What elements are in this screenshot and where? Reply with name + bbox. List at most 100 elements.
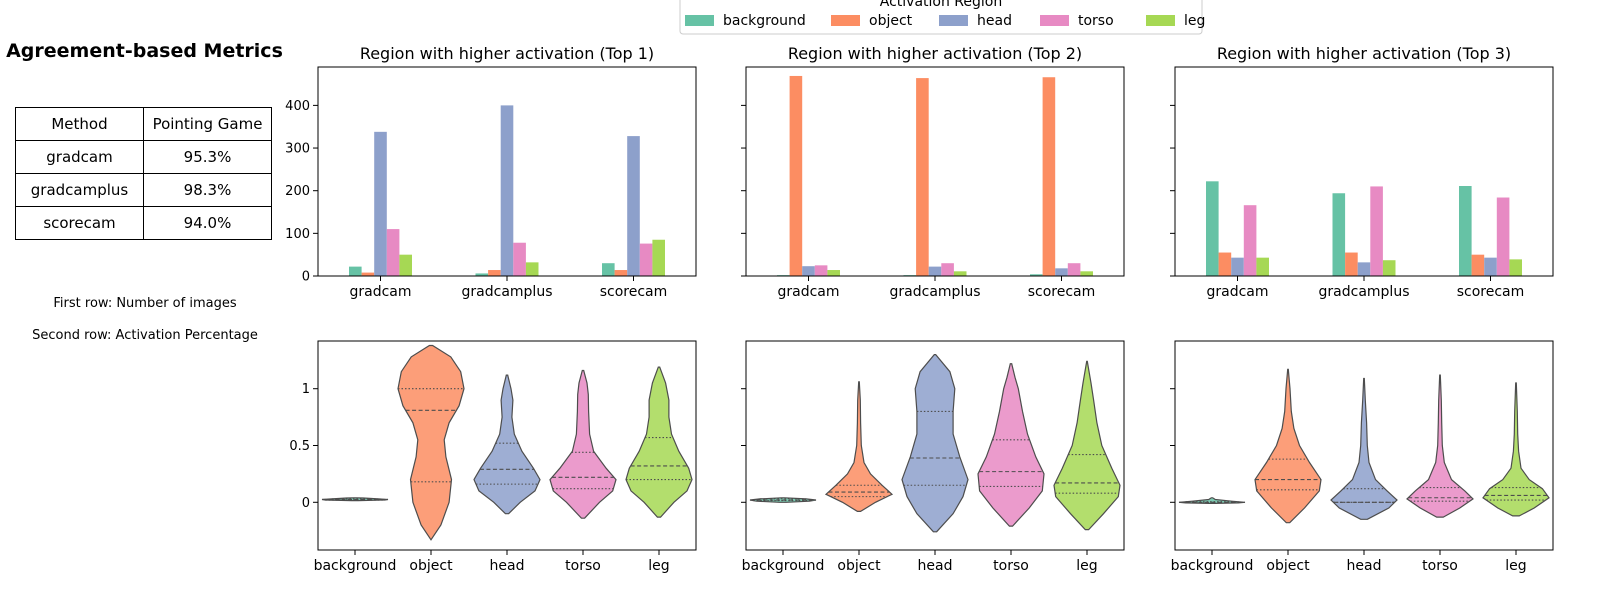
x-tick-label: gradcam xyxy=(777,284,839,300)
bar-leg xyxy=(1256,257,1269,276)
x-tick-label: leg xyxy=(1076,558,1097,574)
y-tick-label: 200 xyxy=(285,184,310,199)
panel-title: Region with higher activation (Top 1) xyxy=(360,44,654,63)
legend-swatch-background xyxy=(685,15,714,26)
x-tick-label: object xyxy=(837,558,881,574)
violin-object xyxy=(397,344,465,541)
bar-object xyxy=(488,270,501,276)
x-tick-label: background xyxy=(742,558,825,574)
bar-leg xyxy=(525,262,539,276)
metrics-table: Method Pointing Game gradcam 95.3% gradc… xyxy=(15,107,272,240)
bar-torso xyxy=(639,243,653,276)
legend-swatch-leg xyxy=(1146,15,1175,26)
bar-leg xyxy=(1080,271,1093,276)
bar-head xyxy=(1484,257,1497,276)
bar-leg xyxy=(827,270,840,276)
axes-frame xyxy=(1174,340,1554,551)
bar-head xyxy=(1231,257,1244,276)
table-header-row: Method Pointing Game xyxy=(15,107,272,141)
metrics-title: Agreement-based Metrics xyxy=(6,40,283,62)
x-tick-label: background xyxy=(314,558,397,574)
table-cell-score: 95.3% xyxy=(143,140,272,174)
axes-frame xyxy=(745,66,1125,277)
bar-head xyxy=(500,105,514,276)
bar-head xyxy=(1055,268,1068,276)
bar-object xyxy=(1218,252,1232,276)
x-tick-label: torso xyxy=(565,558,601,574)
bar-background xyxy=(475,273,489,276)
bar-head xyxy=(1357,262,1371,276)
violin-head xyxy=(901,354,969,533)
table-row: scorecam 94.0% xyxy=(15,206,272,240)
bar-head xyxy=(928,266,942,276)
table-cell-score: 94.0% xyxy=(143,206,272,240)
legend-label-leg: leg xyxy=(1184,13,1205,29)
x-tick-label: gradcamplus xyxy=(462,284,553,300)
bar-leg xyxy=(399,254,412,276)
violin-object xyxy=(824,381,894,512)
bar-background xyxy=(1030,274,1043,276)
legend-swatch-torso xyxy=(1040,15,1069,26)
bar-background xyxy=(349,266,362,276)
axes-frame xyxy=(317,66,697,277)
legend-label-torso: torso xyxy=(1078,13,1114,29)
x-tick-label: scorecam xyxy=(1028,284,1096,300)
legend-swatch-head xyxy=(939,15,968,26)
table-cell-method: scorecam xyxy=(15,206,144,240)
panel-title: Region with higher activation (Top 3) xyxy=(1217,44,1511,63)
legend-label-object: object xyxy=(869,13,913,29)
y-tick-label: 0.5 xyxy=(289,439,310,454)
y-tick-label: 0 xyxy=(302,270,310,285)
y-tick-label: 400 xyxy=(285,99,310,114)
x-tick-label: head xyxy=(918,558,953,574)
y-tick-label: 0 xyxy=(302,496,310,511)
x-tick-label: torso xyxy=(993,558,1029,574)
legend-title: Activation Region xyxy=(880,0,1002,10)
bar-object xyxy=(1471,254,1485,276)
bar-background xyxy=(602,263,615,276)
y-tick-label: 300 xyxy=(285,142,310,157)
bar-head xyxy=(374,131,387,276)
bar-background xyxy=(1459,186,1472,276)
legend-label-background: background xyxy=(723,13,806,29)
x-tick-label: gradcam xyxy=(1206,284,1268,300)
x-tick-label: object xyxy=(409,558,453,574)
bar-leg xyxy=(1382,260,1396,276)
bar-torso xyxy=(513,242,526,276)
legend-swatch-object xyxy=(831,15,860,26)
violin-object xyxy=(1254,368,1322,524)
y-tick-label: 100 xyxy=(285,227,310,242)
panel-title: Region with higher activation (Top 2) xyxy=(788,44,1082,63)
bar-torso xyxy=(1496,197,1510,276)
axes-frame xyxy=(317,340,697,551)
y-tick-label: 1 xyxy=(302,382,310,397)
table-header-pointing-game: Pointing Game xyxy=(143,107,272,141)
note-second-row: Second row: Activation Percentage xyxy=(32,328,258,343)
bar-object xyxy=(614,270,628,276)
bar-object xyxy=(361,272,375,276)
violin-torso xyxy=(977,363,1045,527)
note-first-row: First row: Number of images xyxy=(53,296,237,311)
violin-torso xyxy=(549,369,617,519)
x-tick-label: gradcam xyxy=(349,284,411,300)
violin-leg xyxy=(1053,360,1121,531)
bar-torso xyxy=(941,263,954,276)
bar-object xyxy=(1042,77,1056,277)
axes-frame xyxy=(1174,66,1554,277)
x-tick-label: scorecam xyxy=(600,284,668,300)
bar-object xyxy=(789,75,803,276)
x-tick-label: gradcamplus xyxy=(890,284,981,300)
bar-leg xyxy=(652,239,665,276)
x-tick-label: gradcamplus xyxy=(1319,284,1410,300)
bar-background xyxy=(1206,181,1219,276)
bar-torso xyxy=(1067,263,1081,276)
violin-leg xyxy=(1482,382,1550,517)
x-tick-label: background xyxy=(1171,558,1254,574)
x-tick-label: torso xyxy=(1422,558,1458,574)
bar-torso xyxy=(386,229,400,276)
violin-leg xyxy=(625,366,693,518)
table-row: gradcamplus 98.3% xyxy=(15,173,272,207)
x-tick-label: head xyxy=(1347,558,1382,574)
bar-head xyxy=(802,266,815,276)
